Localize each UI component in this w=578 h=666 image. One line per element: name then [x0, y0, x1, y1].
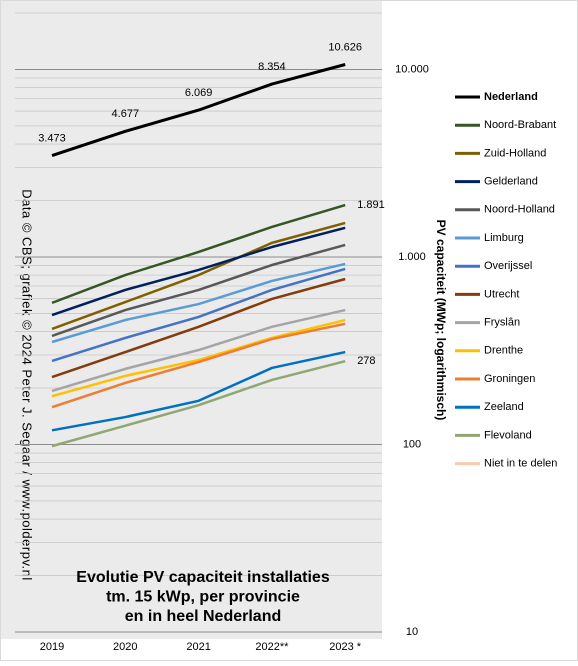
- legend-label: Nederland: [484, 91, 538, 103]
- series-line: [51, 262, 346, 344]
- x-tick-label: 2022**: [255, 641, 289, 653]
- data-label: 8.354: [258, 61, 286, 73]
- series-line: [51, 226, 346, 317]
- legend-label: Drenthe: [484, 345, 523, 357]
- data-label: 3.473: [38, 132, 66, 144]
- legend-label: Overijssel: [484, 260, 532, 272]
- x-tick-label: 2020: [113, 641, 137, 653]
- legend-label: Zeeland: [484, 401, 524, 413]
- series-line: [51, 267, 346, 363]
- y-tick-label: 1.000: [398, 251, 426, 263]
- y-axis-title: PV capaciteit (MWp; logarithmisch): [434, 220, 448, 421]
- series-line: [51, 243, 346, 338]
- legend-label: Groningen: [484, 373, 535, 385]
- x-tick-label: 2021: [186, 641, 210, 653]
- series-line: [51, 360, 346, 448]
- series-line: [51, 318, 346, 398]
- chart-title: en in heel Nederland: [125, 608, 281, 625]
- series-line: [51, 203, 346, 305]
- y-tick-label: 10.000: [395, 63, 429, 75]
- legend-label: Gelderland: [484, 176, 538, 188]
- series-line: [51, 277, 346, 379]
- legend-label: Limburg: [484, 232, 524, 244]
- legend-label: Noord-Holland: [484, 204, 555, 216]
- x-tick-label: 2023 *: [329, 641, 362, 653]
- legend-label: Niet in te delen: [484, 458, 557, 470]
- legend-label: Zuid-Holland: [484, 147, 546, 159]
- series-line: [51, 308, 346, 393]
- data-label: 278: [357, 355, 375, 367]
- chart-title: Evolutie PV capaciteit installaties: [76, 569, 330, 586]
- series-line: [51, 322, 346, 409]
- source-note: Data © CBS; grafiek © 2024 Peter J. Sega…: [20, 189, 35, 580]
- series-line: [51, 221, 346, 331]
- series-line: [51, 350, 346, 432]
- legend-label: Fryslân: [484, 317, 520, 329]
- chart-title: tm. 15 kWp, per provincie: [106, 589, 300, 606]
- y-tick-label: 100: [403, 438, 421, 450]
- data-label: 1.891: [357, 199, 385, 211]
- data-label: 4.677: [112, 108, 140, 120]
- legend-label: Flevoland: [484, 429, 532, 441]
- legend-label: Noord-Brabant: [484, 119, 556, 131]
- x-tick-label: 2019: [40, 641, 64, 653]
- y-tick-label: 10: [406, 626, 418, 638]
- data-label: 6.069: [185, 87, 213, 99]
- series-line: [51, 63, 346, 157]
- legend-label: Utrecht: [484, 288, 519, 300]
- data-label: 10.626: [328, 41, 362, 53]
